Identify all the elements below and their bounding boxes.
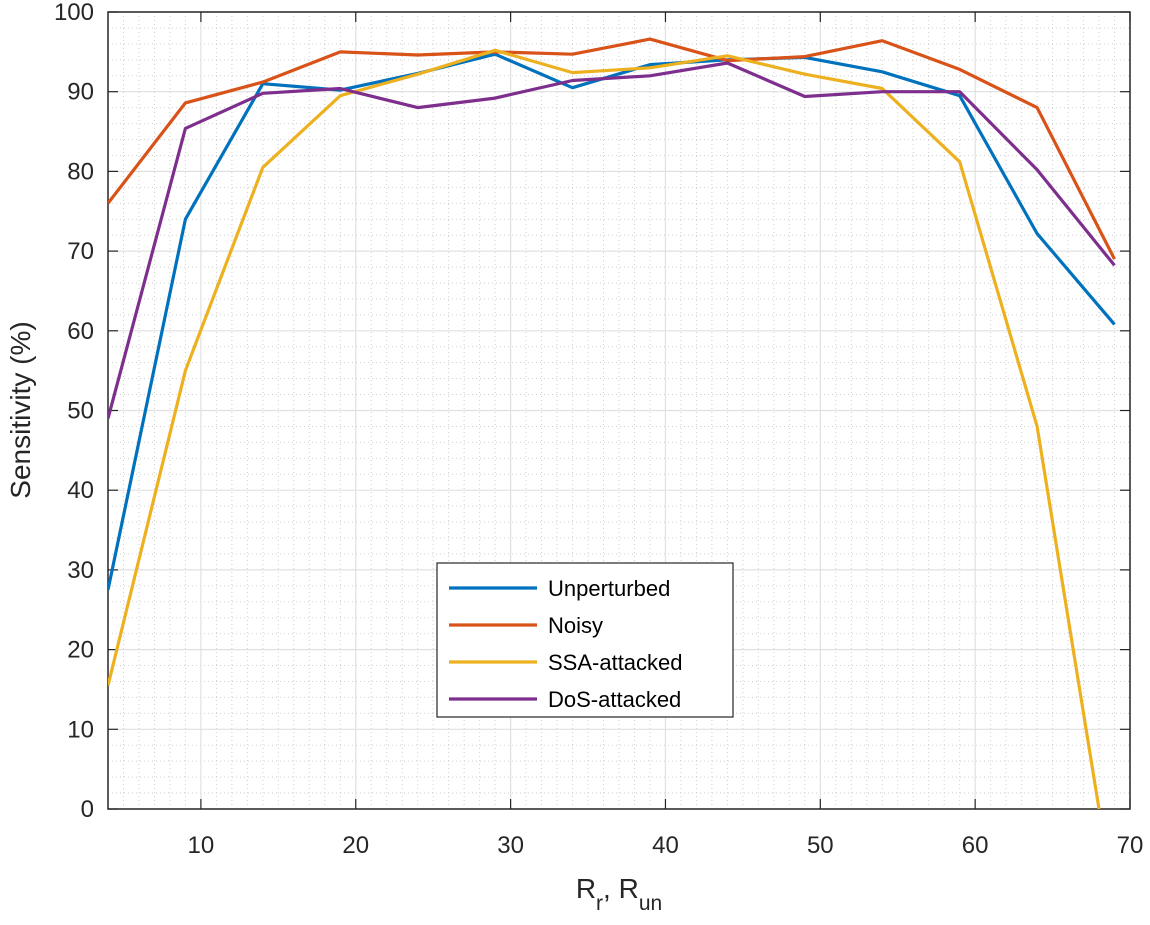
x-tick-label: 20 bbox=[342, 832, 369, 859]
y-axis-title: Sensitivity (%) bbox=[5, 321, 36, 498]
x-axis-title: Rr, Run bbox=[576, 873, 662, 915]
series-line-dos-attacked bbox=[108, 61, 1116, 419]
series-line-ssa-attacked bbox=[108, 48, 1101, 809]
x-tick-label: 10 bbox=[188, 832, 215, 859]
tick-labels: 10 20 30 40 50 60 70 0 10 20 30 40 50 60 70 80 90 100 bbox=[54, 0, 1143, 859]
series-line-noisy bbox=[108, 37, 1116, 260]
y-tick-label: 100 bbox=[54, 0, 94, 26]
y-tick-label: 30 bbox=[67, 557, 94, 584]
y-tick-label: 40 bbox=[67, 477, 94, 504]
x-axis-title-sub-r: r bbox=[596, 892, 603, 915]
y-tick-label: 70 bbox=[67, 238, 94, 265]
legend: Unperturbed Noisy SSA-attacked DoS-attacked bbox=[436, 562, 734, 718]
x-tick-label: 60 bbox=[962, 832, 989, 859]
y-tick-label: 60 bbox=[67, 318, 94, 345]
legend-entries: Unperturbed Noisy SSA-attacked DoS-attacked bbox=[449, 576, 683, 712]
axis-ticks bbox=[108, 11, 1131, 810]
y-tick-label: 10 bbox=[67, 716, 94, 743]
x-tick-label: 70 bbox=[1117, 832, 1144, 859]
y-tick-label: 90 bbox=[67, 79, 94, 106]
legend-label-noisy: Noisy bbox=[548, 613, 603, 638]
y-tick-label: 20 bbox=[67, 637, 94, 664]
y-tick-label: 80 bbox=[67, 158, 94, 185]
y-tick-label: 50 bbox=[67, 398, 94, 425]
x-axis-title-sub-un: un bbox=[639, 892, 662, 915]
x-axis-title-main: R bbox=[576, 873, 596, 904]
x-tick-label: 50 bbox=[807, 832, 834, 859]
legend-label-ssa-attacked: SSA-attacked bbox=[548, 650, 683, 675]
x-axis-title-sep: , R bbox=[603, 873, 639, 904]
series-lines bbox=[108, 37, 1116, 809]
x-tick-label: 40 bbox=[652, 832, 679, 859]
x-tick-label: 30 bbox=[497, 832, 524, 859]
legend-label-dos-attacked: DoS-attacked bbox=[548, 687, 681, 712]
y-tick-label: 0 bbox=[81, 796, 94, 823]
legend-label-unperturbed: Unperturbed bbox=[548, 576, 670, 601]
